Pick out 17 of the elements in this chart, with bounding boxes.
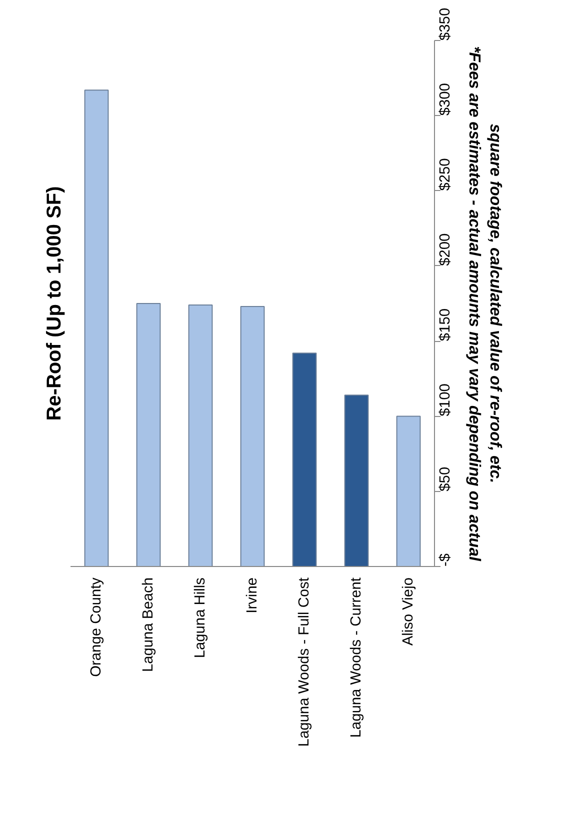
- text: Re-Roof (Up to 1,000 SF): [44, 186, 66, 421]
- y-tick-label: $300: [438, 83, 454, 116]
- y-tick-label: $50: [438, 466, 454, 492]
- x-tick-label: Laguna Woods - Full Cost: [296, 577, 312, 747]
- y-tick-label: $100: [438, 384, 454, 416]
- x-tick-label: Laguna Beach: [140, 577, 156, 672]
- y-tick-label: $250: [438, 158, 454, 191]
- x-tick-label: Irvine: [244, 577, 260, 614]
- x-tick-label: Orange County: [88, 576, 104, 677]
- y-tick-label: $200: [438, 233, 454, 266]
- y-tick-label: -$: [438, 553, 454, 566]
- text: *Fees are estimates - actual amounts may vary depending on actual square footage, calculated value of re-roof, etc.: [466, 46, 504, 562]
- y-tick-label: $350: [438, 8, 454, 40]
- x-tick-label: Laguna Woods - Current: [348, 577, 364, 738]
- x-tick-label: Aliso Viejo: [400, 577, 416, 646]
- y-tick-label: $150: [438, 308, 454, 342]
- x-tick-label: Laguna Hills: [192, 577, 208, 658]
